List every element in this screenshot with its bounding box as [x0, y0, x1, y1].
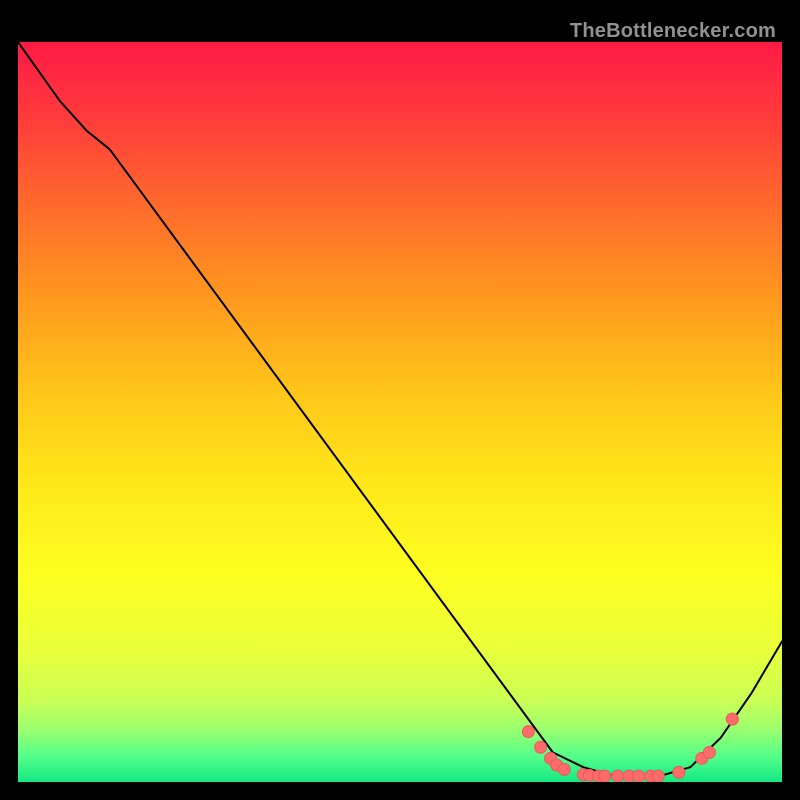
- data-marker: [522, 726, 534, 738]
- data-marker: [726, 713, 738, 725]
- data-marker: [599, 770, 611, 782]
- data-marker: [673, 766, 685, 778]
- chart-svg: [18, 42, 782, 782]
- watermark-text: TheBottlenecker.com: [570, 20, 776, 43]
- chart-plot-area: [18, 42, 782, 782]
- gradient-background: [18, 42, 782, 782]
- data-marker: [558, 763, 570, 775]
- data-marker: [535, 741, 547, 753]
- data-marker: [652, 770, 664, 782]
- data-marker: [632, 770, 644, 782]
- chart-frame: TheBottlenecker.com: [18, 18, 782, 782]
- data-marker: [703, 746, 715, 758]
- data-marker: [612, 770, 624, 782]
